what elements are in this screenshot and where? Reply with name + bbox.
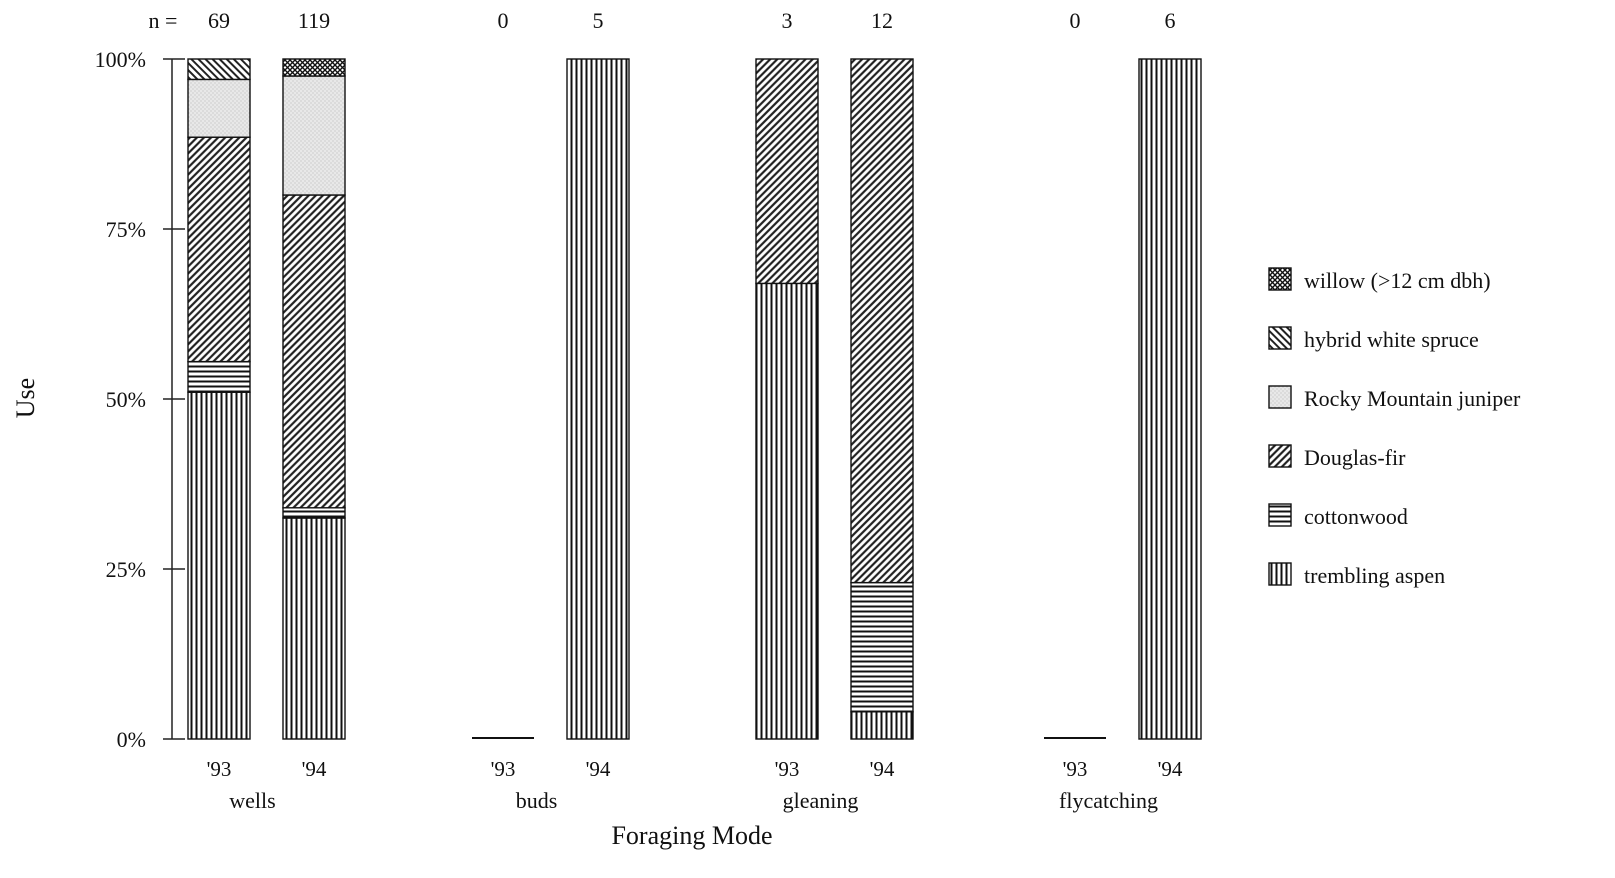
x-labels: 69 '93 119 '94 wells 0 '93 5 '94 buds 3 '93 12 '94 gle… [207,8,1183,813]
legend-label: trembling aspen [1304,563,1445,588]
y-axis: 0% 25% 50% 75% 100% [95,47,185,752]
bar-segment [187,391,251,740]
bar-segment [850,711,914,740]
group-label: flycatching [1059,788,1158,813]
bar-segment [282,507,346,519]
legend-label: cottonwood [1304,504,1408,529]
bar-segment [850,581,914,713]
bar-n-label: 12 [871,8,893,33]
bar-n-label: 69 [208,8,230,33]
bar-year-label: '94 [1158,757,1183,781]
bar-segment [566,58,630,740]
y-tick-label: 25% [106,557,146,582]
bar-n-label: 6 [1165,8,1176,33]
bar-year-label: '93 [207,757,232,781]
legend: willow (>12 cm dbh) hybrid white spruce Ro… [1268,267,1521,588]
y-tick-label: 50% [106,387,146,412]
bar-year-label: '93 [775,757,800,781]
legend-label: hybrid white spruce [1304,327,1479,352]
n-prefix-label: n = [149,8,178,33]
bar-segment [282,517,346,740]
y-tick-label: 75% [106,217,146,242]
bar-segment [1138,58,1202,740]
legend-label: Douglas-fir [1304,445,1406,470]
bar-year-label: '93 [1063,757,1088,781]
bar-year-label: '94 [586,757,611,781]
bar-segment [187,360,251,393]
y-axis-title: Use [11,378,40,418]
bar-n-label: 3 [782,8,793,33]
bar-segment [282,75,346,196]
legend-swatch [1268,503,1292,527]
bar-year-label: '94 [302,757,327,781]
legend-label: Rocky Mountain juniper [1304,386,1521,411]
bar-n-label: 0 [498,8,509,33]
legend-swatch [1268,267,1292,291]
y-tick-label: 100% [95,47,146,72]
bar-segment [282,58,346,77]
legend-swatch [1268,444,1292,468]
bar-n-label: 119 [298,8,330,33]
legend-label: willow (>12 cm dbh) [1304,268,1491,293]
x-axis-title: Foraging Mode [611,821,772,850]
bar-n-label: 5 [593,8,604,33]
bar-segment [187,58,251,81]
bar-segment [187,136,251,363]
group-label: wells [229,788,275,813]
bar-n-label: 0 [1070,8,1081,33]
bar-year-label: '93 [491,757,516,781]
bar-segment [755,58,819,285]
bar-segment [282,194,346,509]
group-label: buds [516,788,558,813]
group-label: gleaning [783,788,859,813]
y-tick-label: 0% [117,727,146,752]
bars [187,58,1202,740]
bar-segment [755,282,819,740]
legend-swatch [1268,385,1292,409]
bar-segment [187,78,251,138]
legend-swatch [1268,326,1292,350]
legend-swatch [1268,562,1292,586]
bar-segment [850,58,914,584]
bar-year-label: '94 [870,757,895,781]
